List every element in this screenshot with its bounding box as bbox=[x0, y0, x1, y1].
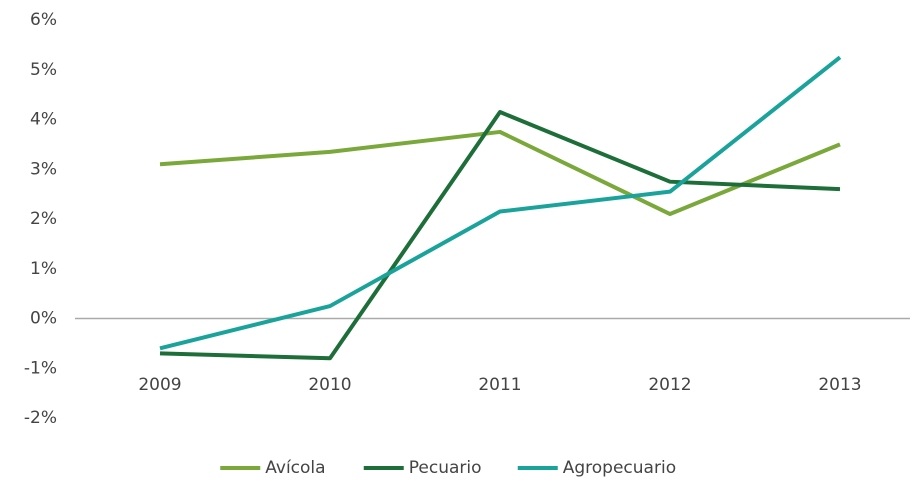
x-tick-label: 2011 bbox=[478, 375, 521, 395]
y-tick-label: 5% bbox=[30, 60, 57, 80]
x-tick-label: 2010 bbox=[308, 375, 351, 395]
y-tick-label: 6% bbox=[30, 10, 57, 30]
x-tick-label: 2009 bbox=[138, 375, 181, 395]
x-tick-label: 2013 bbox=[818, 375, 861, 395]
legend-label: Pecuario bbox=[409, 458, 482, 478]
y-tick-label: 2% bbox=[30, 209, 57, 229]
y-tick-label: -1% bbox=[24, 358, 57, 378]
y-tick-label: 4% bbox=[30, 110, 57, 130]
series-line bbox=[159, 110, 841, 361]
series-line bbox=[159, 55, 842, 351]
y-tick-label: 3% bbox=[30, 159, 57, 179]
legend-label: Agropecuario bbox=[563, 458, 676, 478]
y-tick-label: 0% bbox=[30, 309, 57, 329]
series-line bbox=[159, 129, 841, 217]
y-tick-label: 1% bbox=[30, 259, 57, 279]
x-tick-label: 2012 bbox=[648, 375, 691, 395]
y-tick-label: -2% bbox=[24, 408, 57, 428]
legend-label: Avícola bbox=[265, 458, 325, 478]
